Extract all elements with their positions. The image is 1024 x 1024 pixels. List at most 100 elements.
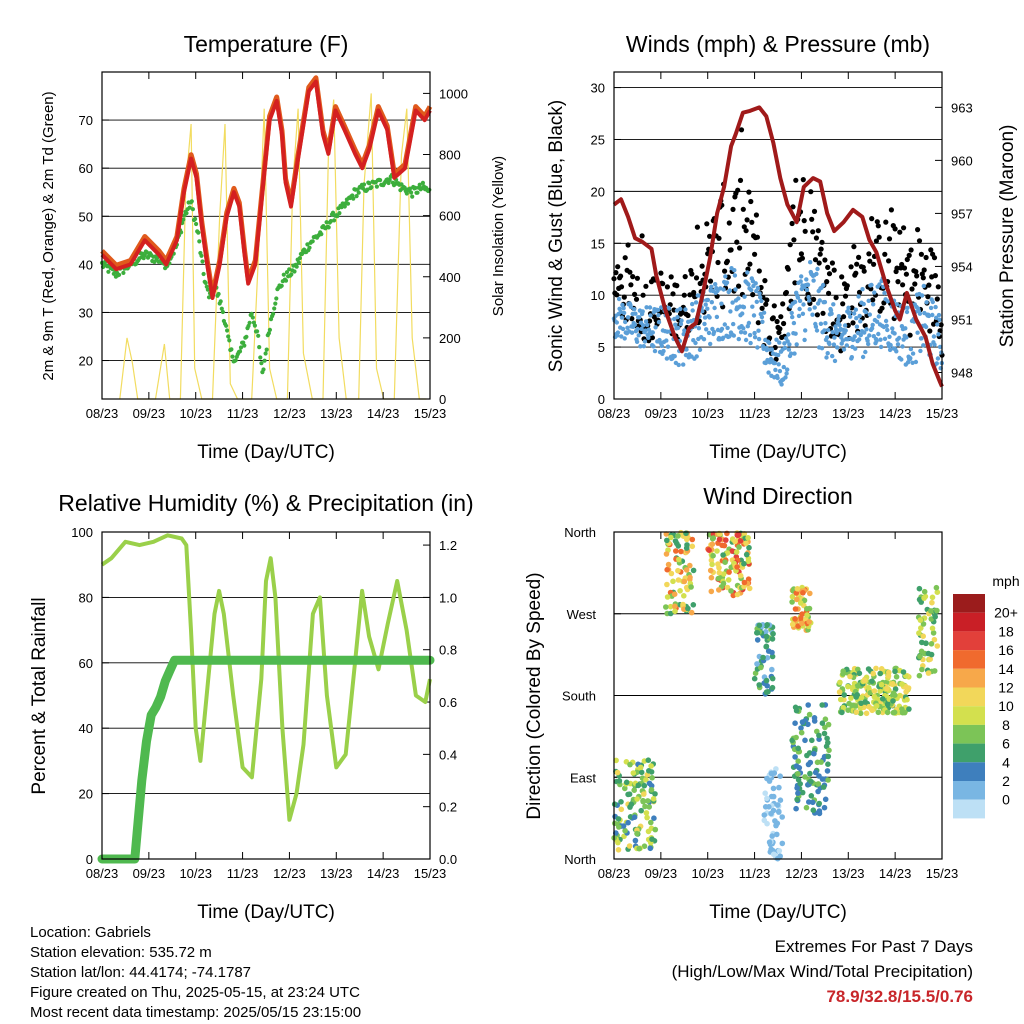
direction-point bbox=[884, 709, 891, 716]
gust-point bbox=[875, 223, 881, 229]
direction-point bbox=[871, 693, 878, 700]
direction-point bbox=[690, 602, 697, 608]
gust-point bbox=[740, 206, 746, 212]
wind-point bbox=[648, 313, 653, 318]
gust-point bbox=[668, 274, 674, 280]
gust-point bbox=[736, 283, 742, 289]
dewpoint-point bbox=[410, 194, 415, 199]
dewpoint-point bbox=[279, 283, 284, 288]
wind-point bbox=[923, 324, 929, 330]
direction-point bbox=[745, 535, 751, 541]
wind-point bbox=[837, 322, 842, 328]
wind-point bbox=[651, 344, 656, 349]
direction-point bbox=[770, 851, 777, 858]
direction-point bbox=[756, 682, 762, 688]
direction-point bbox=[773, 822, 779, 829]
gust-point bbox=[888, 207, 895, 213]
direction-point bbox=[664, 581, 670, 588]
dewpoint-point bbox=[246, 323, 251, 329]
wind-point bbox=[742, 294, 747, 299]
gust-point bbox=[927, 328, 933, 334]
humidity-ytick-label: 0 bbox=[86, 852, 93, 867]
dewpoint-point bbox=[262, 358, 267, 363]
direction-point bbox=[845, 683, 851, 690]
direction-point bbox=[664, 594, 671, 600]
wind-point bbox=[764, 347, 770, 353]
winds-y2tick-label: 960 bbox=[951, 153, 973, 168]
wind-point bbox=[806, 295, 811, 300]
pressure-line bbox=[612, 105, 944, 388]
direction-point bbox=[720, 552, 726, 558]
wind-point bbox=[703, 302, 708, 307]
precip-line bbox=[97, 655, 435, 864]
direction-point bbox=[754, 630, 761, 636]
humidity-xtick-label: 14/23 bbox=[367, 866, 400, 881]
gust-point bbox=[749, 219, 755, 225]
wind-point bbox=[840, 338, 846, 343]
direction-point bbox=[615, 839, 621, 846]
gust-point bbox=[685, 312, 691, 319]
wind-point bbox=[693, 340, 698, 346]
direction-point bbox=[643, 810, 650, 816]
wind-point bbox=[919, 336, 924, 341]
dewpoint-point bbox=[297, 256, 302, 261]
temp-9m-line bbox=[100, 79, 432, 300]
gust-point bbox=[728, 247, 734, 253]
direction-point bbox=[797, 781, 803, 787]
wind-point bbox=[720, 335, 726, 340]
speed-legend-label: 4 bbox=[1002, 754, 1010, 770]
gust-point bbox=[639, 233, 645, 239]
direction-point bbox=[774, 831, 780, 838]
wind-point bbox=[830, 330, 835, 335]
wind-point bbox=[867, 312, 872, 317]
wind-point bbox=[930, 312, 935, 318]
wind-point bbox=[774, 337, 779, 342]
panel-wind-direction: Wind Direction NorthEastSouthWestNorth08… bbox=[524, 483, 1020, 923]
direction-point bbox=[808, 778, 814, 785]
dewpoint-point bbox=[219, 306, 224, 311]
direction-point bbox=[862, 699, 869, 705]
wind-point bbox=[831, 342, 837, 347]
direction-point bbox=[825, 753, 832, 760]
gust-point bbox=[778, 314, 784, 320]
direction-point bbox=[672, 608, 678, 615]
gust-point bbox=[886, 236, 893, 242]
dewpoint-point bbox=[181, 217, 186, 222]
direction-point bbox=[663, 551, 670, 557]
gust-point bbox=[625, 242, 631, 248]
gust-point bbox=[839, 274, 845, 280]
wind-point bbox=[835, 345, 840, 350]
direction-point bbox=[768, 810, 774, 817]
winds-xlabel: Time (Day/UTC) bbox=[709, 442, 847, 463]
direction-point bbox=[792, 606, 799, 612]
winds-ytick-label: 30 bbox=[591, 81, 605, 96]
wind-point bbox=[730, 300, 735, 305]
gust-point bbox=[699, 263, 705, 269]
speed-legend-title: mph bbox=[992, 573, 1019, 589]
speed-legend-label: 6 bbox=[1002, 736, 1010, 752]
wind-point bbox=[679, 318, 684, 323]
dewpoint-point bbox=[354, 194, 359, 199]
wind-point bbox=[776, 362, 781, 367]
dewpoint-point bbox=[420, 180, 425, 185]
temperature-xtick-label: 14/23 bbox=[367, 406, 400, 421]
wind-point bbox=[934, 361, 939, 366]
direction-point bbox=[794, 785, 800, 791]
wind-point bbox=[894, 302, 899, 307]
direction-point bbox=[673, 548, 679, 554]
wind-point bbox=[818, 321, 824, 326]
wind-point bbox=[645, 322, 650, 328]
wind-point bbox=[806, 298, 812, 303]
wind-point bbox=[866, 298, 871, 303]
direction-point bbox=[853, 709, 860, 715]
direction-point bbox=[793, 734, 799, 741]
temperature-y2tick-label: 600 bbox=[439, 209, 461, 224]
wind-point bbox=[732, 273, 738, 278]
direction-point bbox=[929, 599, 935, 606]
direction-point bbox=[810, 799, 816, 806]
direction-point bbox=[819, 776, 826, 782]
winds-xtick-label: 12/23 bbox=[785, 406, 818, 421]
wind-point bbox=[659, 343, 664, 348]
direction-point bbox=[808, 793, 815, 799]
wind-point bbox=[939, 350, 944, 355]
